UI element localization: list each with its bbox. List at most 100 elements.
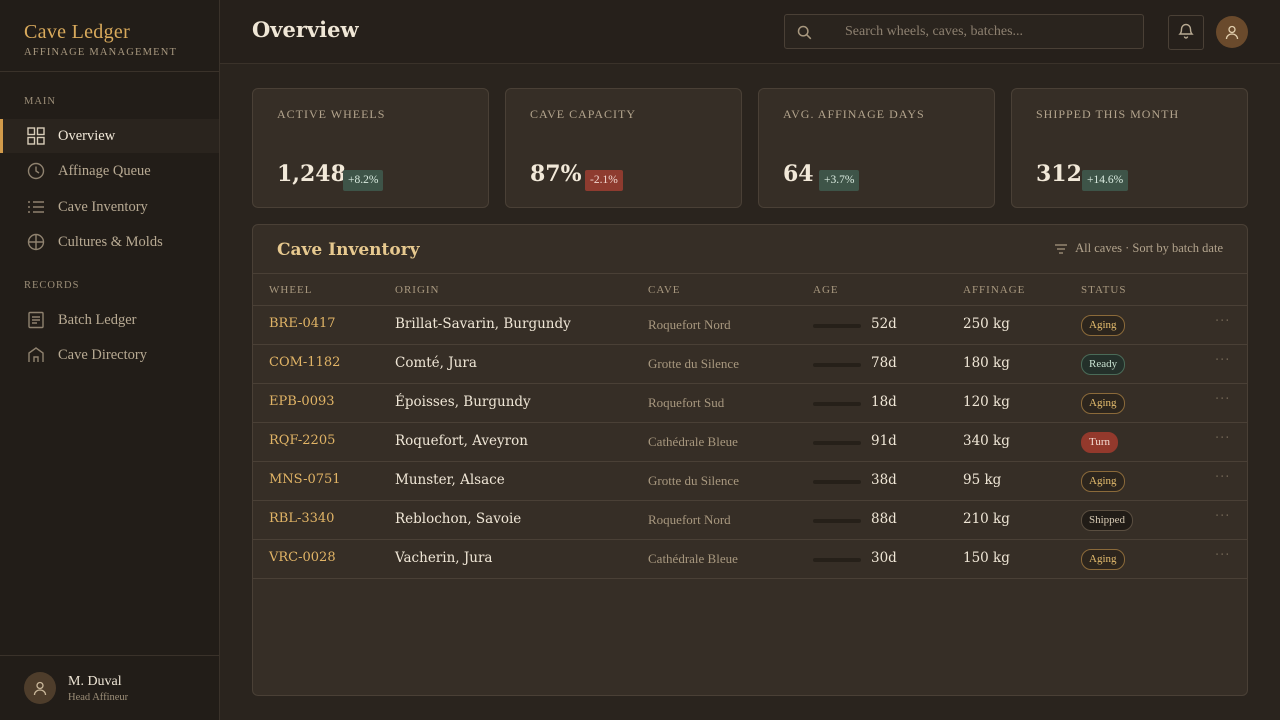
user-role: Head Affineur (68, 691, 129, 703)
filter-control[interactable]: All caves · Sort by batch date (1054, 241, 1223, 256)
clock-icon (26, 161, 46, 181)
wheel-id[interactable]: EPB-0093 (269, 394, 335, 409)
cave: Roquefort Sud (648, 395, 725, 410)
table-row[interactable]: COM-1182 Comté, Jura Grotte du Silence 7… (253, 345, 1247, 384)
status-badge: Ready (1081, 354, 1126, 375)
affinage: 150 kg (963, 550, 1010, 566)
bell-icon (1177, 22, 1195, 44)
age: 52d (871, 316, 897, 332)
wheel-id[interactable]: MNS-0751 (269, 472, 341, 487)
user-icon (1225, 25, 1239, 40)
age-bar (813, 519, 861, 523)
column-header-origin[interactable]: ORIGIN (395, 284, 440, 296)
affinage: 120 kg (963, 394, 1010, 410)
status-badge: Turn (1081, 432, 1118, 453)
sidebar-item-label: Affinage Queue (58, 162, 151, 179)
home-icon (26, 345, 46, 365)
age-bar (813, 324, 861, 328)
more-icon[interactable]: ··· (1215, 392, 1231, 407)
status-badge: Shipped (1081, 510, 1134, 531)
sidebar-item-affinage-queue[interactable]: Affinage Queue (0, 154, 219, 188)
table-row[interactable]: EPB-0093 Époisses, Burgundy Roquefort Su… (253, 384, 1247, 423)
stat-card-cave-capacity: CAVE CAPACITY 87% -2.1% (505, 88, 742, 208)
origin: Munster, Alsace (395, 472, 505, 488)
more-icon[interactable]: ··· (1215, 431, 1231, 446)
sidebar-item-label: Overview (58, 127, 116, 144)
stat-label: SHIPPED THIS MONTH (1036, 107, 1180, 121)
profile-avatar[interactable] (1216, 16, 1248, 48)
origin: Reblochon, Savoie (395, 511, 522, 527)
more-icon[interactable]: ··· (1215, 548, 1231, 563)
sidebar-item-label: Batch Ledger (58, 311, 137, 328)
sidebar-item-overview[interactable]: Overview (0, 119, 219, 153)
age: 88d (871, 511, 897, 527)
column-header-age[interactable]: AGE (813, 284, 839, 296)
sidebar-item-cave-directory[interactable]: Cave Directory (0, 338, 219, 372)
table-row[interactable]: MNS-0751 Munster, Alsace Grotte du Silen… (253, 462, 1247, 501)
age: 18d (871, 394, 897, 410)
affinage: 95 kg (963, 472, 1002, 488)
brand-subtitle: AFFINAGE MANAGEMENT (24, 47, 178, 58)
cave: Roquefort Nord (648, 317, 731, 332)
top-header: Overview (220, 0, 1280, 64)
sidebar: Cave Ledger AFFINAGE MANAGEMENT MAIN Ove… (0, 0, 220, 720)
affinage: 250 kg (963, 316, 1010, 332)
list-icon (26, 197, 46, 217)
sidebar-item-cultures-molds[interactable]: Cultures & Molds (0, 225, 219, 259)
wheel-id[interactable]: RBL-3340 (269, 511, 335, 526)
filter-icon (1054, 243, 1068, 255)
panel-title: Cave Inventory (277, 240, 420, 260)
wheel-id[interactable]: VRC-0028 (269, 550, 336, 565)
more-icon[interactable]: ··· (1215, 509, 1231, 524)
stat-card-shipped: SHIPPED THIS MONTH 312 +14.6% (1011, 88, 1248, 208)
origin: Roquefort, Aveyron (395, 433, 528, 449)
origin: Époisses, Burgundy (395, 394, 531, 410)
cave: Cathédrale Bleue (648, 551, 738, 566)
wheel-id[interactable]: BRE-0417 (269, 316, 336, 331)
sidebar-item-cave-inventory[interactable]: Cave Inventory (0, 190, 219, 224)
origin: Vacherin, Jura (395, 550, 493, 566)
table-row[interactable]: VRC-0028 Vacherin, Jura Cathédrale Bleue… (253, 540, 1247, 579)
table-row[interactable]: BRE-0417 Brillat-Savarin, Burgundy Roque… (253, 306, 1247, 345)
sidebar-item-label: Cave Inventory (58, 198, 148, 215)
affinage: 340 kg (963, 433, 1010, 449)
search-box[interactable] (784, 14, 1144, 49)
notifications-button[interactable] (1168, 15, 1204, 50)
stat-card-avg-affinage: AVG. AFFINAGE DAYS 64 +3.7% (758, 88, 995, 208)
status-badge: Aging (1081, 549, 1125, 570)
status-badge: Aging (1081, 315, 1125, 336)
globe-icon (26, 232, 46, 252)
column-header-cave[interactable]: CAVE (648, 284, 681, 296)
wheel-id[interactable]: RQF-2205 (269, 433, 336, 448)
cave: Cathédrale Bleue (648, 434, 738, 449)
user-icon (33, 681, 47, 696)
stat-value: 312 (1036, 161, 1082, 187)
more-icon[interactable]: ··· (1215, 314, 1231, 329)
cave: Grotte du Silence (648, 356, 739, 371)
stat-delta: -2.1% (585, 170, 623, 191)
more-icon[interactable]: ··· (1215, 353, 1231, 368)
current-user[interactable]: M. Duval Head Affineur (0, 655, 219, 720)
age: 38d (871, 472, 897, 488)
sidebar-item-label: Cave Directory (58, 346, 147, 363)
cave-inventory-panel: Cave Inventory All caves · Sort by batch… (252, 224, 1248, 696)
sidebar-item-batch-ledger[interactable]: Batch Ledger (0, 303, 219, 337)
table-row[interactable]: RQF-2205 Roquefort, Aveyron Cathédrale B… (253, 423, 1247, 462)
brand-title: Cave Ledger (24, 21, 131, 43)
cave: Grotte du Silence (648, 473, 739, 488)
avatar (24, 672, 56, 704)
origin: Brillat-Savarin, Burgundy (395, 316, 571, 332)
sidebar-item-label: Cultures & Molds (58, 233, 163, 250)
table-row[interactable]: RBL-3340 Reblochon, Savoie Roquefort Nor… (253, 501, 1247, 540)
search-input[interactable] (845, 15, 1135, 48)
filter-label: All caves · Sort by batch date (1075, 241, 1223, 255)
column-header-affinage[interactable]: AFFINAGE (963, 284, 1026, 296)
age-bar (813, 402, 861, 406)
nav-section-main: MAIN (24, 96, 56, 107)
wheel-id[interactable]: COM-1182 (269, 355, 341, 370)
column-header-wheel[interactable]: WHEEL (269, 284, 313, 296)
table-header: WHEEL ORIGIN CAVE AGE AFFINAGE STATUS (253, 273, 1247, 306)
column-header-status[interactable]: STATUS (1081, 284, 1127, 296)
more-icon[interactable]: ··· (1215, 470, 1231, 485)
age-bar (813, 363, 861, 367)
